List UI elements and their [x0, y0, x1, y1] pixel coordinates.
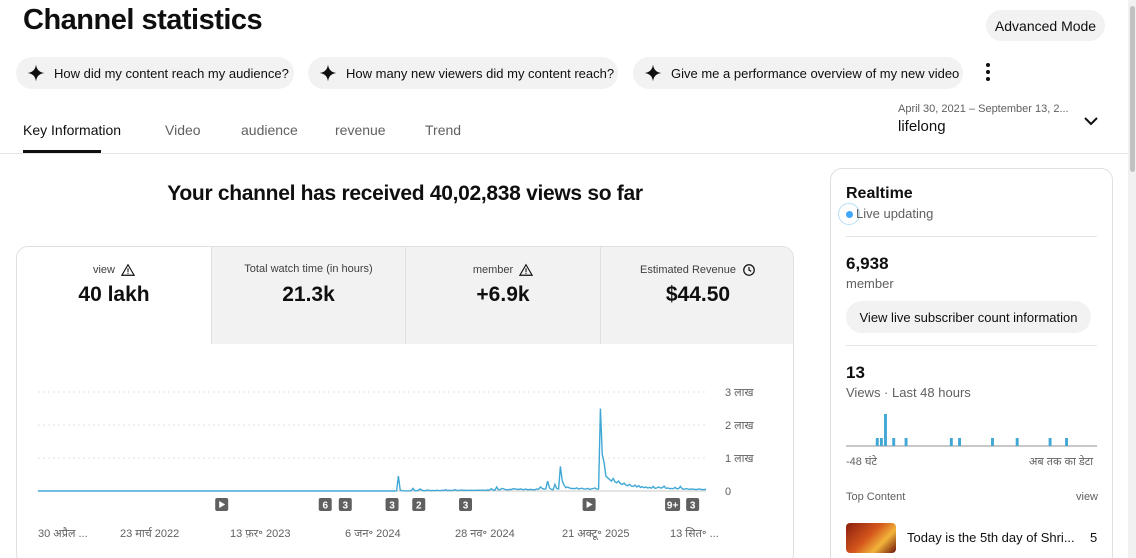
realtime-divider: [846, 236, 1097, 237]
suggestion-label: How did my content reach my audience?: [54, 65, 289, 81]
top-content-label: Top Content: [846, 491, 906, 503]
tabs-divider: [0, 153, 1128, 154]
views-headline: Your channel has received 40,02,838 view…: [167, 182, 643, 205]
more-options-icon[interactable]: [978, 60, 998, 84]
suggestion-chip[interactable]: How did my content reach my audience?: [16, 57, 294, 89]
live-indicator-dot: [846, 211, 853, 218]
live-updating-label: Live updating: [856, 206, 934, 221]
sparkle-icon: [644, 64, 662, 82]
realtime-bar: [991, 438, 994, 446]
realtime-bar: [1048, 438, 1052, 446]
subscriber-count: 6,938: [846, 254, 889, 273]
warning-icon: [121, 263, 135, 276]
chevron-down-icon[interactable]: [1082, 113, 1100, 129]
realtime-axis-end: अब तक का डेटा: [1029, 456, 1094, 468]
realtime-divider: [846, 345, 1097, 346]
video-view-count: 5: [1090, 530, 1098, 545]
realtime-bar: [1015, 438, 1019, 446]
date-range-text: April 30, 2021 – September 13, 2...: [898, 103, 1069, 115]
metric-tab-revenue[interactable]: Estimated Revenue $44.50: [600, 247, 793, 344]
suggestion-label: How many new viewers did my content reac…: [346, 65, 615, 81]
suggestion-chip[interactable]: How many new viewers did my content reac…: [308, 57, 618, 89]
metric-label: Total watch time (in hours): [244, 263, 373, 275]
metric-tab-members[interactable]: member +6.9k: [405, 247, 600, 344]
suggestion-chip[interactable]: Give me a performance overview of my new…: [633, 57, 963, 89]
realtime-bar: [884, 414, 887, 446]
sparkle-icon: [319, 64, 337, 82]
date-range-label: lifelong: [898, 118, 946, 135]
realtime-bar: [1065, 438, 1068, 446]
metric-tab-watch-time[interactable]: Total watch time (in hours) 21.3k: [211, 247, 405, 344]
realtime-bar: [875, 438, 879, 446]
realtime-views-count: 13: [846, 363, 865, 382]
clock-icon: [743, 264, 755, 276]
realtime-bar: [904, 438, 908, 446]
view-live-subscribers-button[interactable]: View live subscriber count information: [846, 301, 1091, 333]
realtime-views-label: Views · Last 48 hours: [846, 385, 971, 400]
realtime-card: [830, 168, 1113, 558]
active-tab-indicator: [23, 150, 101, 153]
realtime-bar: [949, 438, 953, 446]
metric-label: member: [472, 264, 514, 276]
realtime-title: Realtime: [846, 185, 913, 202]
sparkle-icon: [27, 64, 45, 82]
realtime-bar: [879, 438, 883, 446]
metric-value: 40 lakh: [78, 283, 150, 306]
tab-trend[interactable]: Trend: [425, 122, 462, 138]
scrollbar-track[interactable]: [1128, 0, 1136, 558]
warning-icon: [519, 263, 534, 276]
page-title: Channel statistics: [23, 4, 263, 36]
suggestion-label: Give me a performance overview of my new…: [671, 65, 960, 81]
metric-value: 21.3k: [282, 283, 335, 306]
metric-value: $44.50: [665, 283, 731, 306]
subscriber-label: member: [846, 276, 894, 291]
metric-label: Estimated Revenue: [640, 264, 736, 276]
overview-card: view 40 lakh Total watch time (in hours)…: [16, 246, 794, 558]
realtime-axis-start: -48 घंटे: [846, 456, 877, 468]
metric-label: view: [92, 264, 115, 276]
live-indicator-ring: [838, 203, 860, 225]
scrollbar-thumb[interactable]: [1130, 6, 1135, 172]
realtime-bar: [892, 438, 896, 446]
advanced-mode-button[interactable]: Advanced Mode: [986, 10, 1105, 41]
metric-tab-views[interactable]: view 40 lakh: [17, 247, 211, 344]
tab-video[interactable]: Video: [165, 122, 201, 138]
realtime-bar: [958, 438, 962, 446]
video-thumbnail[interactable]: [846, 523, 896, 553]
tab-key-information[interactable]: Key Information: [23, 122, 122, 138]
tab-audience[interactable]: audience: [241, 122, 298, 138]
tab-revenue[interactable]: revenue: [335, 122, 386, 138]
top-content-column-label: view: [1076, 491, 1099, 503]
metric-value: +6.9k: [476, 283, 530, 306]
video-title[interactable]: Today is the 5th day of Shri...: [907, 530, 1075, 545]
